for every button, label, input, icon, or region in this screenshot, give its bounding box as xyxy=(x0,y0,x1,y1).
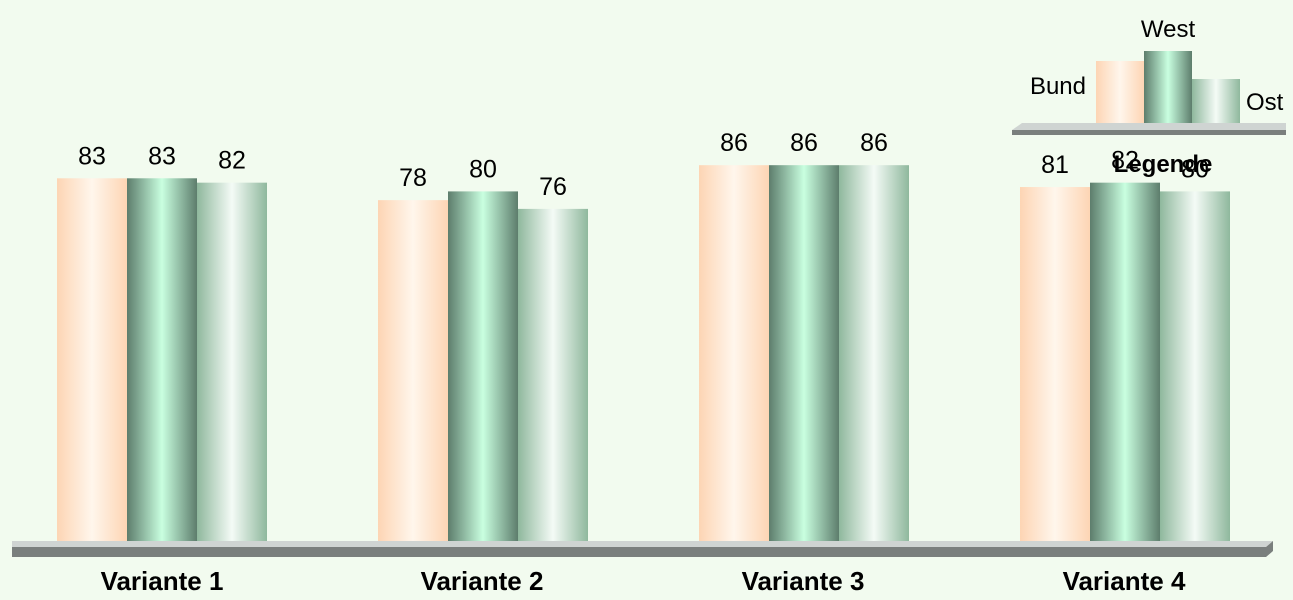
data-label: 86 xyxy=(720,129,748,157)
bar-bund-1 xyxy=(57,178,127,542)
data-label: 78 xyxy=(399,164,427,192)
bar-west-2 xyxy=(448,191,518,541)
data-label: 86 xyxy=(860,129,888,157)
category-label: Variante 3 xyxy=(742,566,865,596)
legend-swatch-bund xyxy=(1096,61,1144,123)
bar-west-3 xyxy=(769,165,839,541)
data-label: 81 xyxy=(1041,151,1069,179)
bar-west-1 xyxy=(127,178,197,542)
bar-bund-3 xyxy=(699,165,769,541)
floor-front xyxy=(12,541,1273,557)
bar-ost-1 xyxy=(197,182,267,541)
bar-ost-3 xyxy=(839,165,909,541)
bar-west-4 xyxy=(1090,182,1160,541)
data-label: 80 xyxy=(469,155,497,183)
category-label: Variante 1 xyxy=(101,566,224,596)
data-label: 86 xyxy=(790,129,818,157)
category-label: Variante 2 xyxy=(421,566,544,596)
legend-swatch-west xyxy=(1144,51,1192,123)
legend-swatch-ost xyxy=(1192,79,1240,123)
data-label: 83 xyxy=(78,142,106,170)
bar-ost-4 xyxy=(1160,191,1230,541)
bar-ost-2 xyxy=(518,208,588,541)
data-label: 82 xyxy=(218,147,246,175)
legend-floor xyxy=(1012,123,1286,130)
legend-label-ost: Ost xyxy=(1246,89,1284,116)
bar-bund-4 xyxy=(1020,187,1090,541)
bar-bund-2 xyxy=(378,200,448,541)
data-label: 83 xyxy=(148,142,176,170)
legend-label-west: West xyxy=(1141,16,1196,43)
category-label: Variante 4 xyxy=(1063,566,1186,596)
floor-top xyxy=(12,541,1273,547)
legend-title: Legende xyxy=(1114,151,1213,178)
legend-label-bund: Bund xyxy=(1030,73,1086,100)
data-label: 76 xyxy=(539,173,567,201)
legend: Bund West Ost Legende xyxy=(1012,16,1286,178)
data-label: 80 xyxy=(1181,155,1209,183)
legend-floor-front xyxy=(1012,130,1286,135)
data-label: 82 xyxy=(1111,147,1139,175)
